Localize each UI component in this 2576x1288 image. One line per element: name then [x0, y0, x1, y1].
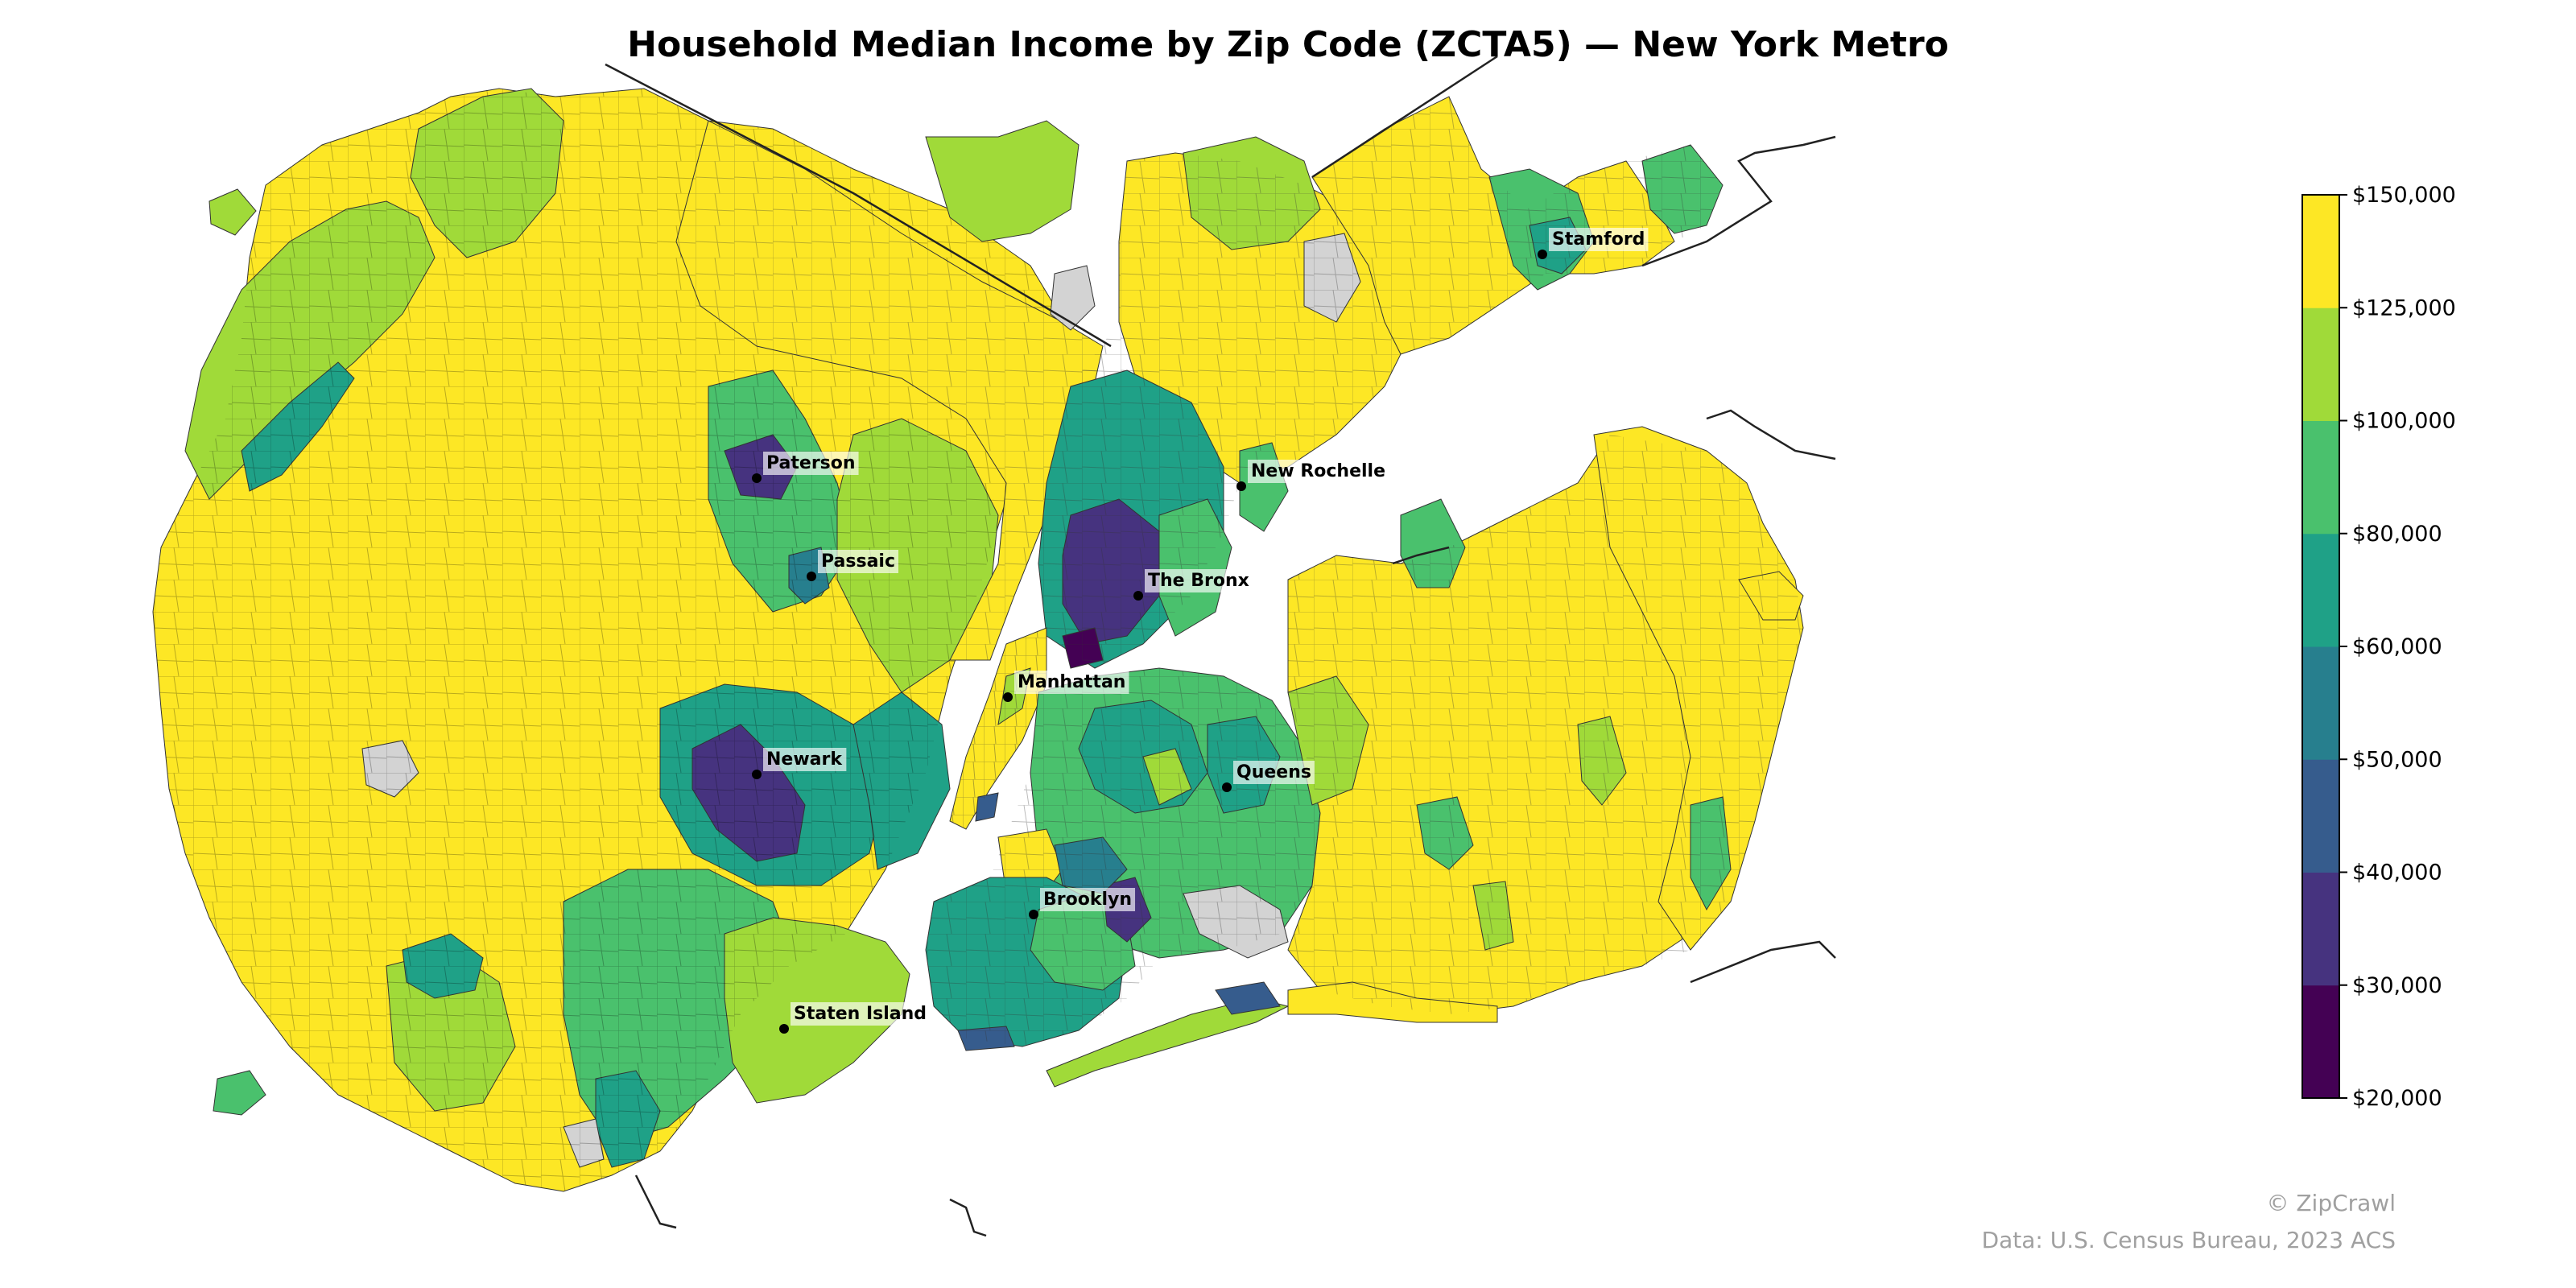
- legend-tick-label: $125,000: [2352, 295, 2456, 320]
- legend-tick-label: $30,000: [2352, 973, 2442, 998]
- city-label: Paterson: [766, 453, 856, 473]
- ny-nj-border: [605, 63, 1112, 348]
- city-label: Staten Island: [794, 1004, 927, 1024]
- ny-ct-border: [1311, 55, 1498, 179]
- city-label-background: [1248, 460, 1389, 483]
- city-dot: [807, 572, 816, 581]
- zip-boundaries-li: [1288, 435, 1803, 1014]
- city-label-background: [791, 1002, 931, 1026]
- data-source-text: Data: U.S. Census Bureau, 2023 ACS: [1981, 1227, 2396, 1253]
- city-label: New Rochelle: [1251, 461, 1385, 481]
- city-label-background: [1040, 888, 1136, 911]
- zip-area-nodata-north: [1050, 265, 1096, 331]
- city-label-background: [1233, 761, 1315, 784]
- city-dot: [752, 770, 762, 779]
- city-dot: [1133, 591, 1143, 601]
- legend-swatch: [2302, 759, 2339, 873]
- city-dot: [752, 473, 762, 483]
- city-marker: Manhattan: [1003, 671, 1129, 702]
- sound-border: [1392, 546, 1450, 565]
- city-marker: The Bronx: [1133, 569, 1253, 601]
- city-label: Newark: [766, 749, 843, 770]
- west-region: [152, 88, 1080, 1192]
- legend-tick-label: $50,000: [2352, 747, 2442, 772]
- city-label-background: [1549, 228, 1649, 251]
- city-marker: Queens: [1222, 761, 1315, 792]
- zip-area-island-sw: [213, 1070, 266, 1116]
- legend-swatch: [2302, 308, 2339, 421]
- city-label-background: [763, 452, 859, 475]
- city-marker: Passaic: [807, 550, 898, 581]
- city-label: Manhattan: [1018, 672, 1125, 692]
- legend-tick-label: $80,000: [2352, 522, 2442, 547]
- long-island-region: [1287, 426, 1804, 1023]
- legend-swatch: [2302, 420, 2339, 535]
- legend-swatch: [2302, 985, 2339, 1099]
- zip-area-bergen-lime: [925, 120, 1080, 242]
- zip-area-rockaway-blue: [1215, 981, 1281, 1015]
- color-legend: $20,000 $30,000 $40,000 $50,000 $60,000 $80,0…: [2301, 183, 2456, 1111]
- city-marker: Brooklyn: [1029, 888, 1136, 919]
- city-label-background: [818, 550, 898, 573]
- legend-swatch: [2302, 195, 2339, 308]
- nj-south-coast-2: [949, 1198, 987, 1237]
- li-south-coast: [1690, 940, 1836, 984]
- city-label: Passaic: [821, 551, 895, 572]
- city-dot: [1538, 250, 1547, 259]
- li-north-coast: [1706, 409, 1836, 460]
- brooklyn-queens-region: [925, 667, 1321, 1088]
- city-marker: Newark: [752, 748, 847, 779]
- map-title: Household Median Income by Zip Code (ZCT…: [627, 24, 1949, 65]
- zip-boundaries-west: [153, 89, 1079, 1191]
- city-label: Stamford: [1552, 229, 1645, 250]
- legend-tick-label: $20,000: [2352, 1086, 2442, 1111]
- credit-text: © ZipCrawl: [2266, 1190, 2396, 1216]
- city-marker: Staten Island: [779, 1002, 931, 1034]
- city-marker: New Rochelle: [1236, 460, 1389, 491]
- city-label: The Bronx: [1148, 571, 1249, 591]
- city-dot: [1029, 910, 1038, 919]
- city-label: Queens: [1236, 762, 1311, 782]
- legend-swatch: [2302, 872, 2339, 986]
- city-label: Brooklyn: [1043, 890, 1132, 910]
- zip-area-island-nw: [208, 188, 257, 236]
- city-label-background: [763, 748, 847, 771]
- legend-swatch: [2302, 533, 2339, 647]
- city-dot: [1003, 692, 1013, 702]
- legend-tick-label: $60,000: [2352, 634, 2442, 659]
- city-dot: [1222, 782, 1232, 792]
- state-borders: [605, 55, 1836, 1237]
- legend-tick-label: $150,000: [2352, 183, 2456, 208]
- legend-swatch: [2302, 646, 2339, 760]
- city-label-background: [1145, 569, 1253, 592]
- city-labels: Paterson Passaic The Bronx New Rochelle Stam…: [752, 228, 1649, 1034]
- city-marker: Paterson: [752, 452, 859, 483]
- nj-south-coast: [634, 1174, 677, 1229]
- city-dot: [779, 1024, 789, 1034]
- city-dot: [1236, 481, 1246, 491]
- legend-tick-label: $100,000: [2352, 409, 2456, 434]
- zip-area-rockaway: [1046, 997, 1290, 1088]
- city-label-background: [1014, 671, 1129, 694]
- legend-tick-label: $40,000: [2352, 861, 2442, 886]
- city-marker: Stamford: [1538, 228, 1649, 259]
- ct-coast: [1641, 135, 1836, 267]
